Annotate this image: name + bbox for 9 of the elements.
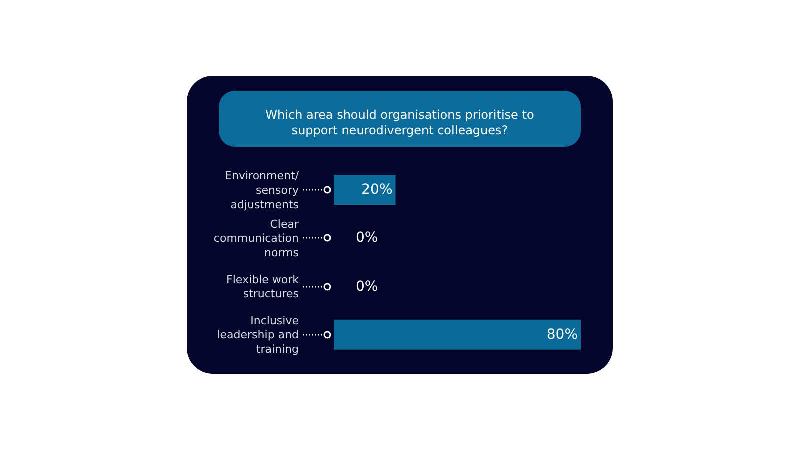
- y-tick-label: Inclusive leadership and training: [217, 314, 300, 356]
- data-label: 0%: [356, 230, 378, 246]
- data-label: 20%: [362, 182, 393, 198]
- y-tick-label: Environment/ sensory adjustments: [225, 170, 300, 212]
- y-tick-label: Clear communication norms: [214, 218, 300, 260]
- data-label: 80%: [546, 326, 578, 343]
- y-tick-label: Flexible work structures: [226, 273, 300, 301]
- data-label: 0%: [356, 279, 378, 295]
- chart-title: Which area should organisations prioritise to support neurodivergent colleagues?: [266, 108, 534, 138]
